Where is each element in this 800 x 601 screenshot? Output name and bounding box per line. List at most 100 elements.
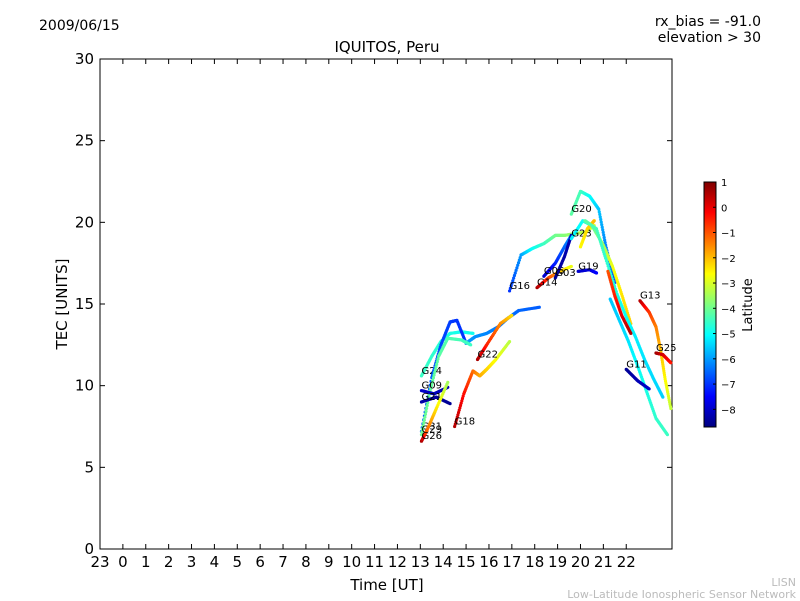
y-tick-label: 25 [75, 132, 94, 150]
plot-frame [99, 58, 673, 550]
series-track [576, 268, 599, 275]
x-tick-label: 6 [255, 553, 265, 571]
x-tick-label: 3 [187, 553, 197, 571]
data-point [601, 230, 605, 234]
colorbar-tick-label: −2 [721, 254, 736, 265]
data-point [516, 261, 521, 265]
satellite-label: G03 [555, 268, 575, 279]
colorbar-tick-label: −5 [721, 330, 736, 341]
data-point [600, 223, 604, 227]
y-tick-label: 10 [75, 377, 94, 395]
data-point [512, 273, 517, 278]
data-point [661, 395, 665, 399]
data-point [435, 362, 439, 366]
data-point [433, 370, 437, 374]
series-track [624, 367, 651, 391]
series-track [583, 219, 665, 399]
colorbar-tick-label: 0 [721, 203, 727, 214]
data-point [420, 430, 424, 434]
data-point [425, 403, 429, 408]
x-tick-label: 21 [594, 553, 613, 571]
data-point [518, 255, 522, 260]
data-point [436, 357, 440, 361]
x-tick-label: 19 [548, 553, 567, 571]
satellite-label: G24 [421, 366, 441, 377]
data-point [517, 258, 521, 262]
x-tick-label: 12 [388, 553, 407, 571]
data-point [600, 225, 604, 229]
data-point [602, 235, 606, 240]
satellite-label: G26 [421, 431, 441, 442]
data-point [537, 305, 541, 309]
data-point [599, 220, 603, 224]
data-point [423, 412, 428, 416]
data-point [507, 339, 512, 344]
data-point [605, 261, 609, 265]
satellite-label: G23 [571, 229, 591, 240]
colorbar-tick-label: −3 [721, 279, 736, 290]
data-point [647, 387, 651, 391]
data-point [507, 289, 512, 293]
data-point [606, 264, 610, 268]
data-point [669, 406, 673, 411]
colorbar-label: Latitude [741, 278, 756, 332]
data-point [434, 365, 438, 369]
satellite-label: G25 [656, 343, 676, 354]
x-tick-label: 10 [342, 553, 361, 571]
x-tick-label: 5 [233, 553, 243, 571]
data-point [614, 290, 618, 294]
data-point [446, 380, 450, 384]
data-point [430, 381, 434, 385]
data-point [471, 331, 475, 335]
colorbar-tick-label: −8 [721, 405, 736, 416]
footer-lisn: LISN [771, 576, 796, 589]
satellite-label: G14 [537, 278, 557, 289]
data-point [594, 271, 599, 275]
colorbar-tick-label: −6 [721, 355, 736, 366]
data-point [431, 376, 435, 380]
data-point [601, 228, 605, 232]
colorbar-tick-label: −4 [721, 304, 736, 315]
x-tick-label: 20 [571, 553, 590, 571]
data-point [598, 215, 602, 219]
data-point [592, 219, 596, 223]
y-tick-label: 30 [75, 50, 94, 68]
data-point [512, 276, 516, 280]
series-track [419, 380, 450, 443]
data-point [602, 233, 606, 237]
data-point [429, 386, 433, 391]
x-tick-label: 17 [502, 553, 521, 571]
data-point [427, 395, 431, 399]
x-tick-label: 11 [365, 553, 384, 571]
data-point [629, 331, 633, 335]
y-tick-label: 0 [84, 540, 94, 558]
data-point [429, 384, 434, 388]
data-point [508, 286, 512, 290]
data-point [435, 360, 439, 364]
data-point [669, 361, 673, 365]
x-tick-label: 4 [210, 553, 220, 571]
series-track [475, 313, 514, 362]
series-track [419, 336, 473, 437]
satellite-label: G22 [478, 350, 498, 361]
series-track [654, 351, 673, 365]
data-point [432, 373, 436, 377]
data-point [513, 271, 517, 275]
data-point [569, 264, 573, 269]
series-track [453, 339, 512, 429]
x-tick-label: 15 [457, 553, 476, 571]
x-tick-label: 0 [118, 553, 128, 571]
x-tick-label: 16 [479, 553, 498, 571]
x-tick-label: 23 [90, 553, 109, 571]
data-point [599, 217, 603, 222]
data-point [511, 279, 515, 283]
data-point [510, 313, 514, 318]
colorbar-tick-label: −1 [721, 229, 736, 240]
colorbar-tick-label: −7 [721, 380, 736, 391]
date-label: 2009/06/15 [39, 18, 120, 34]
y-tick-label: 20 [75, 213, 94, 231]
data-point [515, 266, 519, 270]
y-tick-label: 5 [84, 458, 94, 476]
